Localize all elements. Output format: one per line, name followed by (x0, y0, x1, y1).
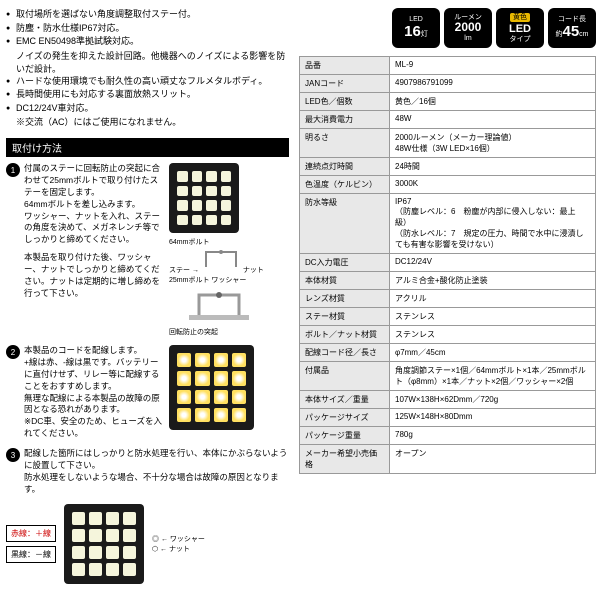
feature-bullets: 取付場所を選ばない角度調整取付ステー付。 防塵・防水仕様IP67対応。 EMC … (6, 8, 289, 49)
spec-value: ステンレス (390, 308, 596, 326)
wire-red-label: 赤線：＋線 (6, 525, 56, 542)
install-header: 取付け方法 (6, 138, 289, 157)
spec-key: 本体サイズ／重量 (300, 391, 390, 409)
spec-key: 色温度（ケルビン） (300, 176, 390, 194)
spec-row: メーカー希望小売価格オープン (300, 445, 596, 474)
spec-key: レンズ材質 (300, 290, 390, 308)
spec-value: φ7mm／45cm (390, 344, 596, 362)
bracket-icon (201, 247, 241, 272)
install-step-2: 2 本製品のコードを配線します。 +線は赤、-線は黒です。バッテリーに直付けせず… (6, 345, 289, 440)
spec-row: 連続点灯時間24時間 (300, 158, 596, 176)
step-text: 配線した箇所にはしっかりと防水処理を行い、本体にかぶらないように設置して下さい。… (24, 448, 289, 496)
spec-row: 付属品角度調節ステー×1個／64mmボルト×1本／25mmボルト（φ8mm）×1… (300, 362, 596, 391)
spec-row: 最大消費電力48W (300, 111, 596, 129)
parts-labels: ◎ ← ワッシャー ⬡ ← ナット (152, 534, 205, 554)
feature-bullets-2: ハードな使用環境でも耐久性の高い頑丈なフルメタルボディ。 長時間使用にも対応する… (6, 75, 289, 116)
spec-row: 色温度（ケルビン）3000K (300, 176, 596, 194)
label-rotation: 回転防止の突起 (169, 327, 289, 337)
spec-key: 連続点灯時間 (300, 158, 390, 176)
step-number: 1 (6, 163, 20, 177)
spec-row: 品番ML-9 (300, 57, 596, 75)
spec-value: 24時間 (390, 158, 596, 176)
step-2-diagram (169, 345, 289, 440)
spec-value: ML-9 (390, 57, 596, 75)
spec-key: DC入力電圧 (300, 254, 390, 272)
bracket-mount-icon (169, 285, 269, 325)
spec-value: オープン (390, 445, 596, 474)
spec-key: 付属品 (300, 362, 390, 391)
step-number: 3 (6, 448, 20, 462)
spec-value: 125W×148H×80Dmm (390, 409, 596, 427)
spec-row: ステー材質ステンレス (300, 308, 596, 326)
bullet-item: 取付場所を選ばない角度調整取付ステー付。 (6, 8, 289, 22)
spec-row: 本体サイズ／重量107W×138H×62Dmm／720g (300, 391, 596, 409)
badge-row: LED 16灯 ルーメン 2000 lm 黄色 LED タイプ コード長 約45… (299, 8, 596, 48)
spec-row: LED色／個数黄色／16個 (300, 93, 596, 111)
spec-row: DC入力電圧DC12/24V (300, 254, 596, 272)
spec-row: レンズ材質アクリル (300, 290, 596, 308)
spec-row: パッケージサイズ125W×148H×80Dmm (300, 409, 596, 427)
install-step-1: 1 付属のステーに回転防止の突起に合わせて25mmボルトで取り付けたステーを固定… (6, 163, 289, 337)
spec-row: JANコード4907986791099 (300, 75, 596, 93)
spec-row: ボルト／ナット材質ステンレス (300, 326, 596, 344)
spec-value: 3000K (390, 176, 596, 194)
bullet-item: EMC EN50498準拠試験対応。 (6, 35, 289, 49)
spec-key: ボルト／ナット材質 (300, 326, 390, 344)
bullet-note: ※交流（AC）にはご使用になれません。 (6, 115, 289, 128)
wire-black-label: 黒線：－線 (6, 546, 56, 563)
label-washer: ワッシャー (211, 277, 246, 284)
badge-lumen: ルーメン 2000 lm (444, 8, 492, 48)
spec-key: 防水等級 (300, 194, 390, 254)
badge-led: LED 16灯 (392, 8, 440, 48)
label-nut: ナット (243, 267, 264, 274)
spec-value: 780g (390, 427, 596, 445)
bullet-indent: ノイズの発生を抑えた設計回路。他機器へのノイズによる影響を防いだ設計。 (6, 49, 289, 75)
bullet-item: ハードな使用環境でも耐久性の高い頑丈なフルメタルボディ。 (6, 75, 289, 89)
step-text: 本製品のコードを配線します。 +線は赤、-線は黒です。バッテリーに直付けせず、リ… (24, 345, 165, 440)
bullet-item: DC12/24V車対応。 (6, 102, 289, 116)
spec-value: ステンレス (390, 326, 596, 344)
label-bolt25: 25mmボルト (169, 277, 209, 284)
wire-labels: 赤線：＋線 黒線：－線 (6, 523, 56, 565)
spec-key: パッケージサイズ (300, 409, 390, 427)
spec-row: 本体材質アルミ合金+酸化防止塗装 (300, 272, 596, 290)
spec-row: 配線コード径／長さφ7mm／45cm (300, 344, 596, 362)
spec-table: 品番ML-9JANコード4907986791099LED色／個数黄色／16個最大… (299, 56, 596, 474)
spec-key: 最大消費電力 (300, 111, 390, 129)
step-number: 2 (6, 345, 20, 359)
bullet-item: 長時間使用にも対応する裏面放熱スリット。 (6, 88, 289, 102)
spec-value: アルミ合金+酸化防止塗装 (390, 272, 596, 290)
spec-key: 本体材質 (300, 272, 390, 290)
spec-value: 黄色／16個 (390, 93, 596, 111)
spec-key: JANコード (300, 75, 390, 93)
spec-value: IP67 （防塵レベル：6 粉塵が内部に侵入しない：最上級） （防水レベル：7 … (390, 194, 596, 254)
spec-row: パッケージ重量780g (300, 427, 596, 445)
led-product-icon (64, 504, 144, 584)
badge-yellow: 黄色 LED タイプ (496, 8, 544, 48)
spec-value: DC12/24V (390, 254, 596, 272)
label-stay: ステー (169, 267, 190, 274)
spec-key: 明るさ (300, 129, 390, 158)
spec-key: メーカー希望小売価格 (300, 445, 390, 474)
badge-cord: コード長 約45cm (548, 8, 596, 48)
spec-value: 2000ルーメン（メーカー理論値） 48W仕様（3W LED×16個） (390, 129, 596, 158)
spec-value: 角度調節ステー×1個／64mmボルト×1本／25mmボルト（φ8mm）×1本／ナ… (390, 362, 596, 391)
spec-key: LED色／個数 (300, 93, 390, 111)
step-1-diagram: 64mmボルト ステー → ナット 25mmボルト ワッシャー 回転防止の突起 (169, 163, 289, 337)
spec-row: 防水等級IP67 （防塵レベル：6 粉塵が内部に侵入しない：最上級） （防水レベ… (300, 194, 596, 254)
install-step-3: 3 配線した箇所にはしっかりと防水処理を行い、本体にかぶらないように設置して下さ… (6, 448, 289, 496)
spec-value: 4907986791099 (390, 75, 596, 93)
spec-value: 107W×138H×62Dmm／720g (390, 391, 596, 409)
step-note: 本製品を取り付けた後、ワッシャー、ナットでしっかりと締めてください。ナットは定期… (24, 252, 165, 300)
label-bolt64: 64mmボルト (169, 239, 209, 246)
step-text: 付属のステーに回転防止の突起に合わせて25mmボルトで取り付けたステーを固定しま… (24, 163, 165, 246)
spec-row: 明るさ2000ルーメン（メーカー理論値） 48W仕様（3W LED×16個） (300, 129, 596, 158)
spec-value: アクリル (390, 290, 596, 308)
spec-key: ステー材質 (300, 308, 390, 326)
bullet-item: 防塵・防水仕様IP67対応。 (6, 22, 289, 36)
spec-key: パッケージ重量 (300, 427, 390, 445)
spec-key: 配線コード径／長さ (300, 344, 390, 362)
spec-value: 48W (390, 111, 596, 129)
spec-key: 品番 (300, 57, 390, 75)
